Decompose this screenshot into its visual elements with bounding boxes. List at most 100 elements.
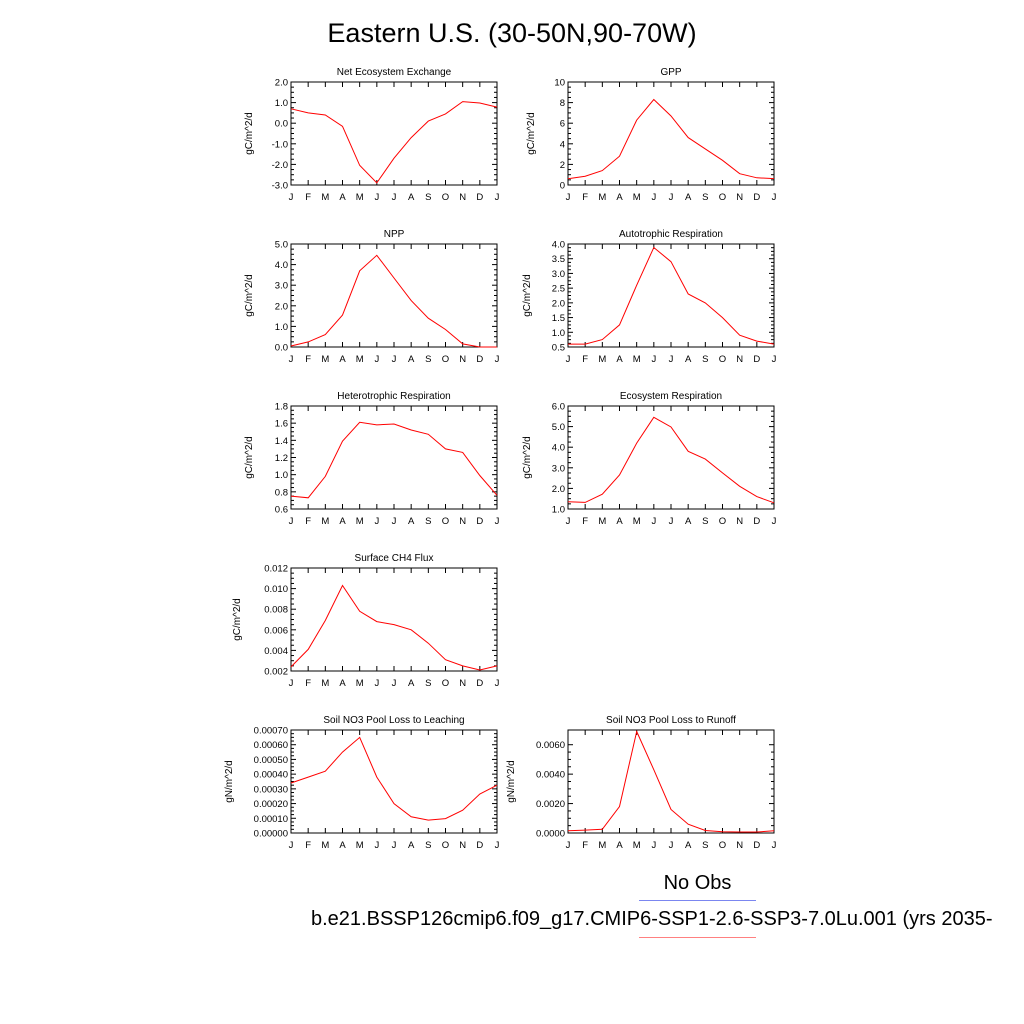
legend-obs-label: No Obs: [663, 872, 732, 894]
chart-panel: Soil NO3 Pool Loss to Runoff gN/m^2/d 0.00…: [506, 715, 777, 851]
y-tick-label: 1.4: [275, 436, 288, 447]
y-tick-label: -1.0: [272, 139, 288, 150]
x-tick-label: M: [633, 354, 641, 365]
chart-panel: Ecosystem Respiration gC/m^2/d 1.0 2.0 3.0 4.…: [522, 391, 777, 527]
x-tick-label: J: [392, 192, 397, 203]
y-tick-label: 5.0: [552, 422, 565, 433]
y-tick-label: 0.010: [264, 584, 288, 595]
x-tick-label: J: [651, 840, 656, 851]
y-tick-label: 0.00030: [254, 784, 288, 795]
chart-panel: Autotrophic Respiration gC/m^2/d 0.5 1.0 1.5…: [522, 229, 777, 365]
x-tick-label: J: [289, 192, 294, 203]
x-tick-label: O: [442, 516, 449, 527]
x-tick-label: J: [669, 354, 674, 365]
y-tick-label: 4: [560, 139, 565, 150]
x-tick-label: N: [459, 192, 466, 203]
x-tick-label: J: [495, 840, 500, 851]
x-tick-label: F: [582, 840, 588, 851]
x-tick-label: O: [442, 192, 449, 203]
y-tick-label: 1.0: [275, 470, 288, 481]
y-tick-label: 0.00010: [254, 814, 288, 825]
plot-frame: [567, 405, 775, 510]
x-tick-label: J: [566, 192, 571, 203]
x-tick-label: M: [356, 354, 364, 365]
y-axis-label: gN/m^2/d: [506, 760, 517, 803]
y-tick-label: 6: [560, 119, 565, 130]
x-tick-label: A: [408, 192, 415, 203]
x-tick-label: S: [425, 840, 431, 851]
y-tick-label: 5.0: [275, 240, 288, 251]
y-tick-label: 2.0: [552, 298, 565, 309]
y-tick-label: 0.5: [552, 343, 565, 354]
x-tick-label: J: [289, 516, 294, 527]
y-tick-label: 0.0020: [536, 799, 565, 810]
x-tick-label: M: [598, 192, 606, 203]
y-tick-label: 0.008: [264, 605, 288, 616]
x-tick-label: J: [392, 516, 397, 527]
x-tick-label: J: [495, 354, 500, 365]
y-tick-label: 2: [560, 160, 565, 171]
x-tick-label: O: [442, 354, 449, 365]
x-tick-label: F: [582, 516, 588, 527]
x-tick-label: S: [425, 678, 431, 689]
chart-title: Net Ecosystem Exchange: [337, 67, 452, 78]
x-tick-label: M: [321, 354, 329, 365]
y-tick-label: 4.0: [275, 260, 288, 271]
y-axis-label: gC/m^2/d: [244, 436, 255, 479]
y-tick-label: 0.00070: [254, 726, 288, 737]
y-tick-label: 3.5: [552, 254, 565, 265]
x-tick-label: M: [356, 192, 364, 203]
x-tick-label: F: [305, 192, 311, 203]
chart-panel: Net Ecosystem Exchange gC/m^2/d -3.0 -2.0 -1…: [244, 67, 500, 203]
x-tick-label: A: [685, 516, 692, 527]
y-tick-label: 1.0: [552, 328, 565, 339]
chart-panel: Soil NO3 Pool Loss to Leaching gN/m^2/d 0.…: [224, 715, 500, 851]
y-tick-label: 0.004: [264, 646, 288, 657]
y-tick-label: 1.2: [275, 453, 288, 464]
x-tick-label: J: [772, 516, 777, 527]
page-title: Eastern U.S. (30-50N,90-70W): [327, 18, 697, 48]
x-tick-label: M: [633, 840, 641, 851]
series-line: [567, 98, 775, 180]
series-line: [290, 254, 497, 348]
plot-frame: [290, 243, 498, 348]
series-line: [290, 101, 498, 184]
y-tick-label: 3.0: [275, 281, 288, 292]
x-tick-label: J: [392, 354, 397, 365]
chart-title: GPP: [660, 67, 681, 78]
x-tick-label: M: [633, 516, 641, 527]
x-tick-label: N: [736, 192, 743, 203]
y-tick-label: 0.0: [275, 343, 288, 354]
chart-title: Soil NO3 Pool Loss to Leaching: [323, 715, 464, 726]
x-tick-label: A: [339, 840, 346, 851]
x-tick-label: S: [702, 354, 708, 365]
x-tick-label: M: [598, 840, 606, 851]
legend-obs-line: [639, 900, 756, 901]
x-tick-label: J: [374, 840, 379, 851]
y-tick-label: 0.00060: [254, 740, 288, 751]
x-tick-label: A: [408, 678, 415, 689]
x-tick-label: J: [669, 192, 674, 203]
y-tick-label: 1.6: [275, 419, 288, 430]
y-axis-label: gC/m^2/d: [526, 112, 537, 155]
y-tick-label: 2.0: [275, 301, 288, 312]
x-tick-label: A: [616, 516, 623, 527]
legend-case-line: [639, 937, 756, 938]
x-tick-label: D: [476, 516, 483, 527]
chart-panel: Heterotrophic Respiration gC/m^2/d 0.6 0.8 1…: [244, 391, 500, 527]
plot-frame: [567, 729, 775, 834]
x-tick-label: F: [305, 516, 311, 527]
y-tick-label: 6.0: [552, 402, 565, 413]
x-tick-label: J: [495, 516, 500, 527]
x-tick-label: M: [321, 192, 329, 203]
series-line: [568, 246, 775, 345]
x-tick-label: J: [566, 354, 571, 365]
x-tick-label: J: [374, 192, 379, 203]
series-line: [290, 736, 498, 821]
x-tick-label: A: [408, 354, 415, 365]
x-tick-label: J: [289, 840, 294, 851]
x-tick-label: A: [408, 840, 415, 851]
y-tick-label: 0.00050: [254, 755, 288, 766]
x-tick-label: J: [374, 516, 379, 527]
